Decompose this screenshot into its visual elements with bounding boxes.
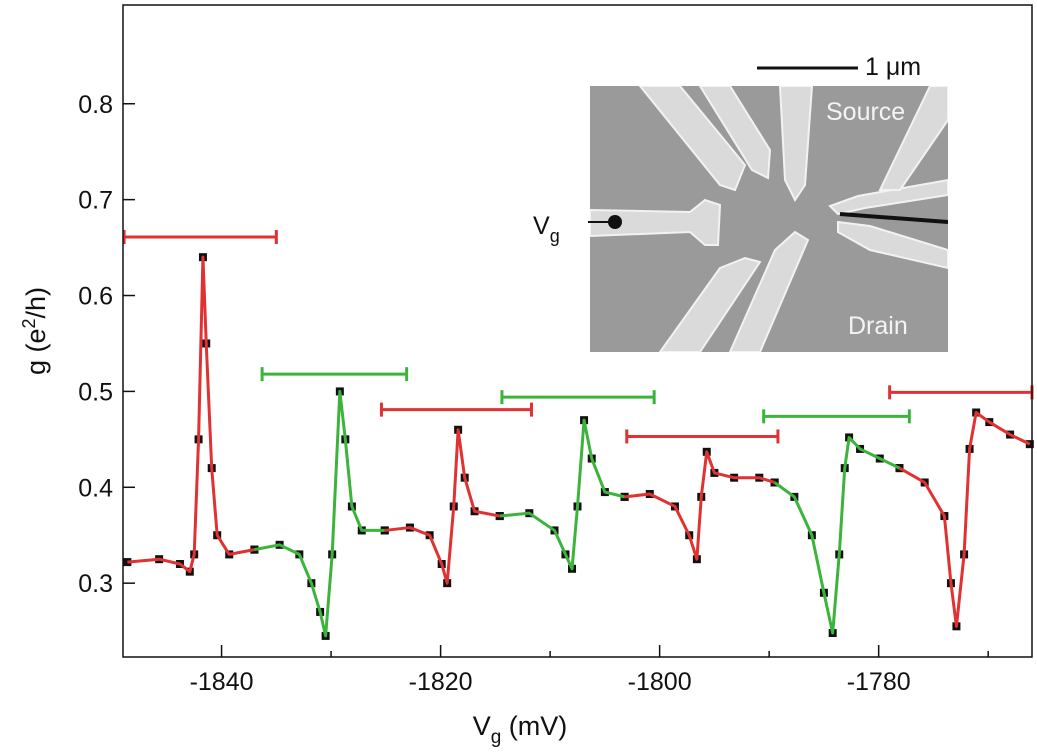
y-label-main: g (e: [21, 329, 51, 376]
y-tick-label: 0.3: [78, 570, 113, 598]
y-label-rest: /h): [21, 287, 51, 319]
plot-area: [122, 230, 1034, 640]
y-tick-label: 0.6: [78, 283, 113, 311]
y-axis-label: g (e2/h): [19, 287, 51, 375]
range-bar: [500, 390, 656, 405]
y-tick-label: 0.4: [78, 474, 113, 502]
range-bar: [888, 385, 1034, 400]
range-bar: [625, 429, 780, 444]
fit-line: [384, 428, 501, 585]
scale-label: 1 μm: [865, 53, 921, 81]
range-bar: [762, 409, 911, 424]
fit-line: [624, 450, 776, 561]
gate-dot: [608, 215, 622, 229]
fit-line: [499, 418, 625, 571]
x-label-unit: (mV): [501, 711, 567, 741]
range-bar: [260, 367, 409, 382]
source-label: Source: [826, 98, 905, 126]
range-bar: [122, 230, 278, 245]
electrodes: [590, 86, 948, 352]
y-label-sup: 2: [19, 318, 39, 328]
gate-label-main: V: [533, 212, 550, 240]
x-label-main: V: [473, 711, 491, 741]
drain-label: Drain: [848, 312, 908, 340]
x-label-sub: g: [491, 727, 502, 748]
x-tick-label: -1780: [847, 668, 911, 696]
y-tick-label: 0.7: [78, 187, 113, 215]
x-tick-label: -1800: [628, 668, 692, 696]
y-tick-label: 0.5: [78, 378, 113, 406]
gate-label-sub: g: [550, 226, 560, 246]
inset: Source Drain 1 μm Vg: [533, 53, 948, 352]
axes-frame: [122, 4, 1033, 658]
x-tick-label: -1840: [190, 668, 254, 696]
fit-line: [773, 435, 901, 635]
fit-line: [898, 411, 1031, 628]
fit-line: [254, 389, 385, 638]
gate-label: Vg: [533, 212, 560, 246]
x-tick-label: -1820: [409, 668, 473, 696]
y-tick-label: 0.8: [78, 91, 113, 119]
range-bar: [379, 402, 534, 417]
x-axis-label: Vg (mV): [473, 711, 568, 748]
fit-line: [127, 255, 255, 574]
